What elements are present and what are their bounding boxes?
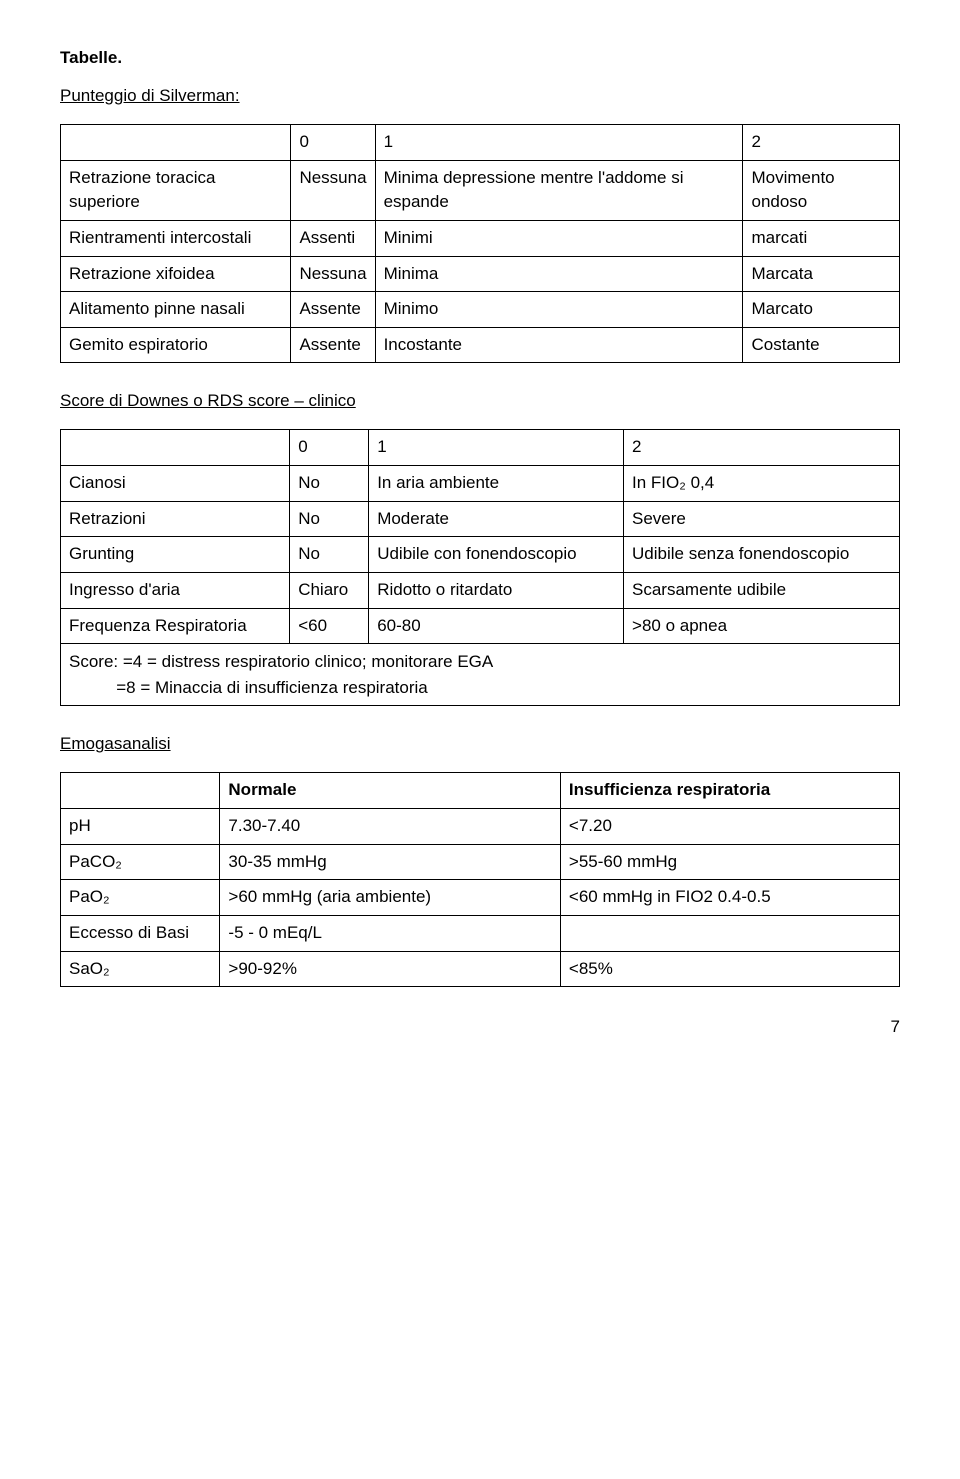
score-note-2: =8 = Minaccia di insufficienza respirato… (116, 678, 428, 697)
table-row: Retrazione toracica superioreNessunaMini… (61, 160, 900, 220)
tabelle-heading: Tabelle. (60, 48, 900, 68)
emo-heading: Emogasanalisi (60, 734, 900, 754)
table-row: Gemito espiratorioAssenteIncostanteCosta… (61, 327, 900, 363)
emo-table: Normale Insufficienza respiratoria pH7.3… (60, 772, 900, 987)
table-row: 0 1 2 (61, 125, 900, 161)
table-row: Frequenza Respiratoria<6060-80>80 o apne… (61, 608, 900, 644)
page-number: 7 (60, 1017, 900, 1037)
table-row: GruntingNoUdibile con fonendoscopioUdibi… (61, 537, 900, 573)
table-row: Alitamento pinne nasaliAssenteMinimoMarc… (61, 292, 900, 328)
table-row: RetrazioniNoModerateSevere (61, 501, 900, 537)
table-row: CianosiNoIn aria ambienteIn FIO₂ 0,4 (61, 466, 900, 502)
silverman-heading: Punteggio di Silverman: (60, 86, 900, 106)
table-row: 0 1 2 (61, 430, 900, 466)
table-row: PaCO₂30-35 mmHg>55-60 mmHg (61, 844, 900, 880)
table-row: Normale Insufficienza respiratoria (61, 773, 900, 809)
silverman-table: 0 1 2 Retrazione toracica superioreNessu… (60, 124, 900, 363)
table-row: Eccesso di Basi-5 - 0 mEq/L (61, 915, 900, 951)
downes-heading: Score di Downes o RDS score – clinico (60, 391, 900, 411)
table-row: Retrazione xifoideaNessunaMinimaMarcata (61, 256, 900, 292)
table-row: SaO₂>90-92%<85% (61, 951, 900, 987)
table-row: PaO₂>60 mmHg (aria ambiente)<60 mmHg in … (61, 880, 900, 916)
table-row: Score: =4 = distress respiratorio clinic… (61, 644, 900, 706)
table-row: Rientramenti intercostaliAssentiMinimima… (61, 220, 900, 256)
downes-table: 0 1 2 CianosiNoIn aria ambienteIn FIO₂ 0… (60, 429, 900, 706)
table-row: pH7.30-7.40<7.20 (61, 808, 900, 844)
score-note-1: Score: =4 = distress respiratorio clinic… (69, 652, 493, 671)
table-row: Ingresso d'ariaChiaroRidotto o ritardato… (61, 573, 900, 609)
